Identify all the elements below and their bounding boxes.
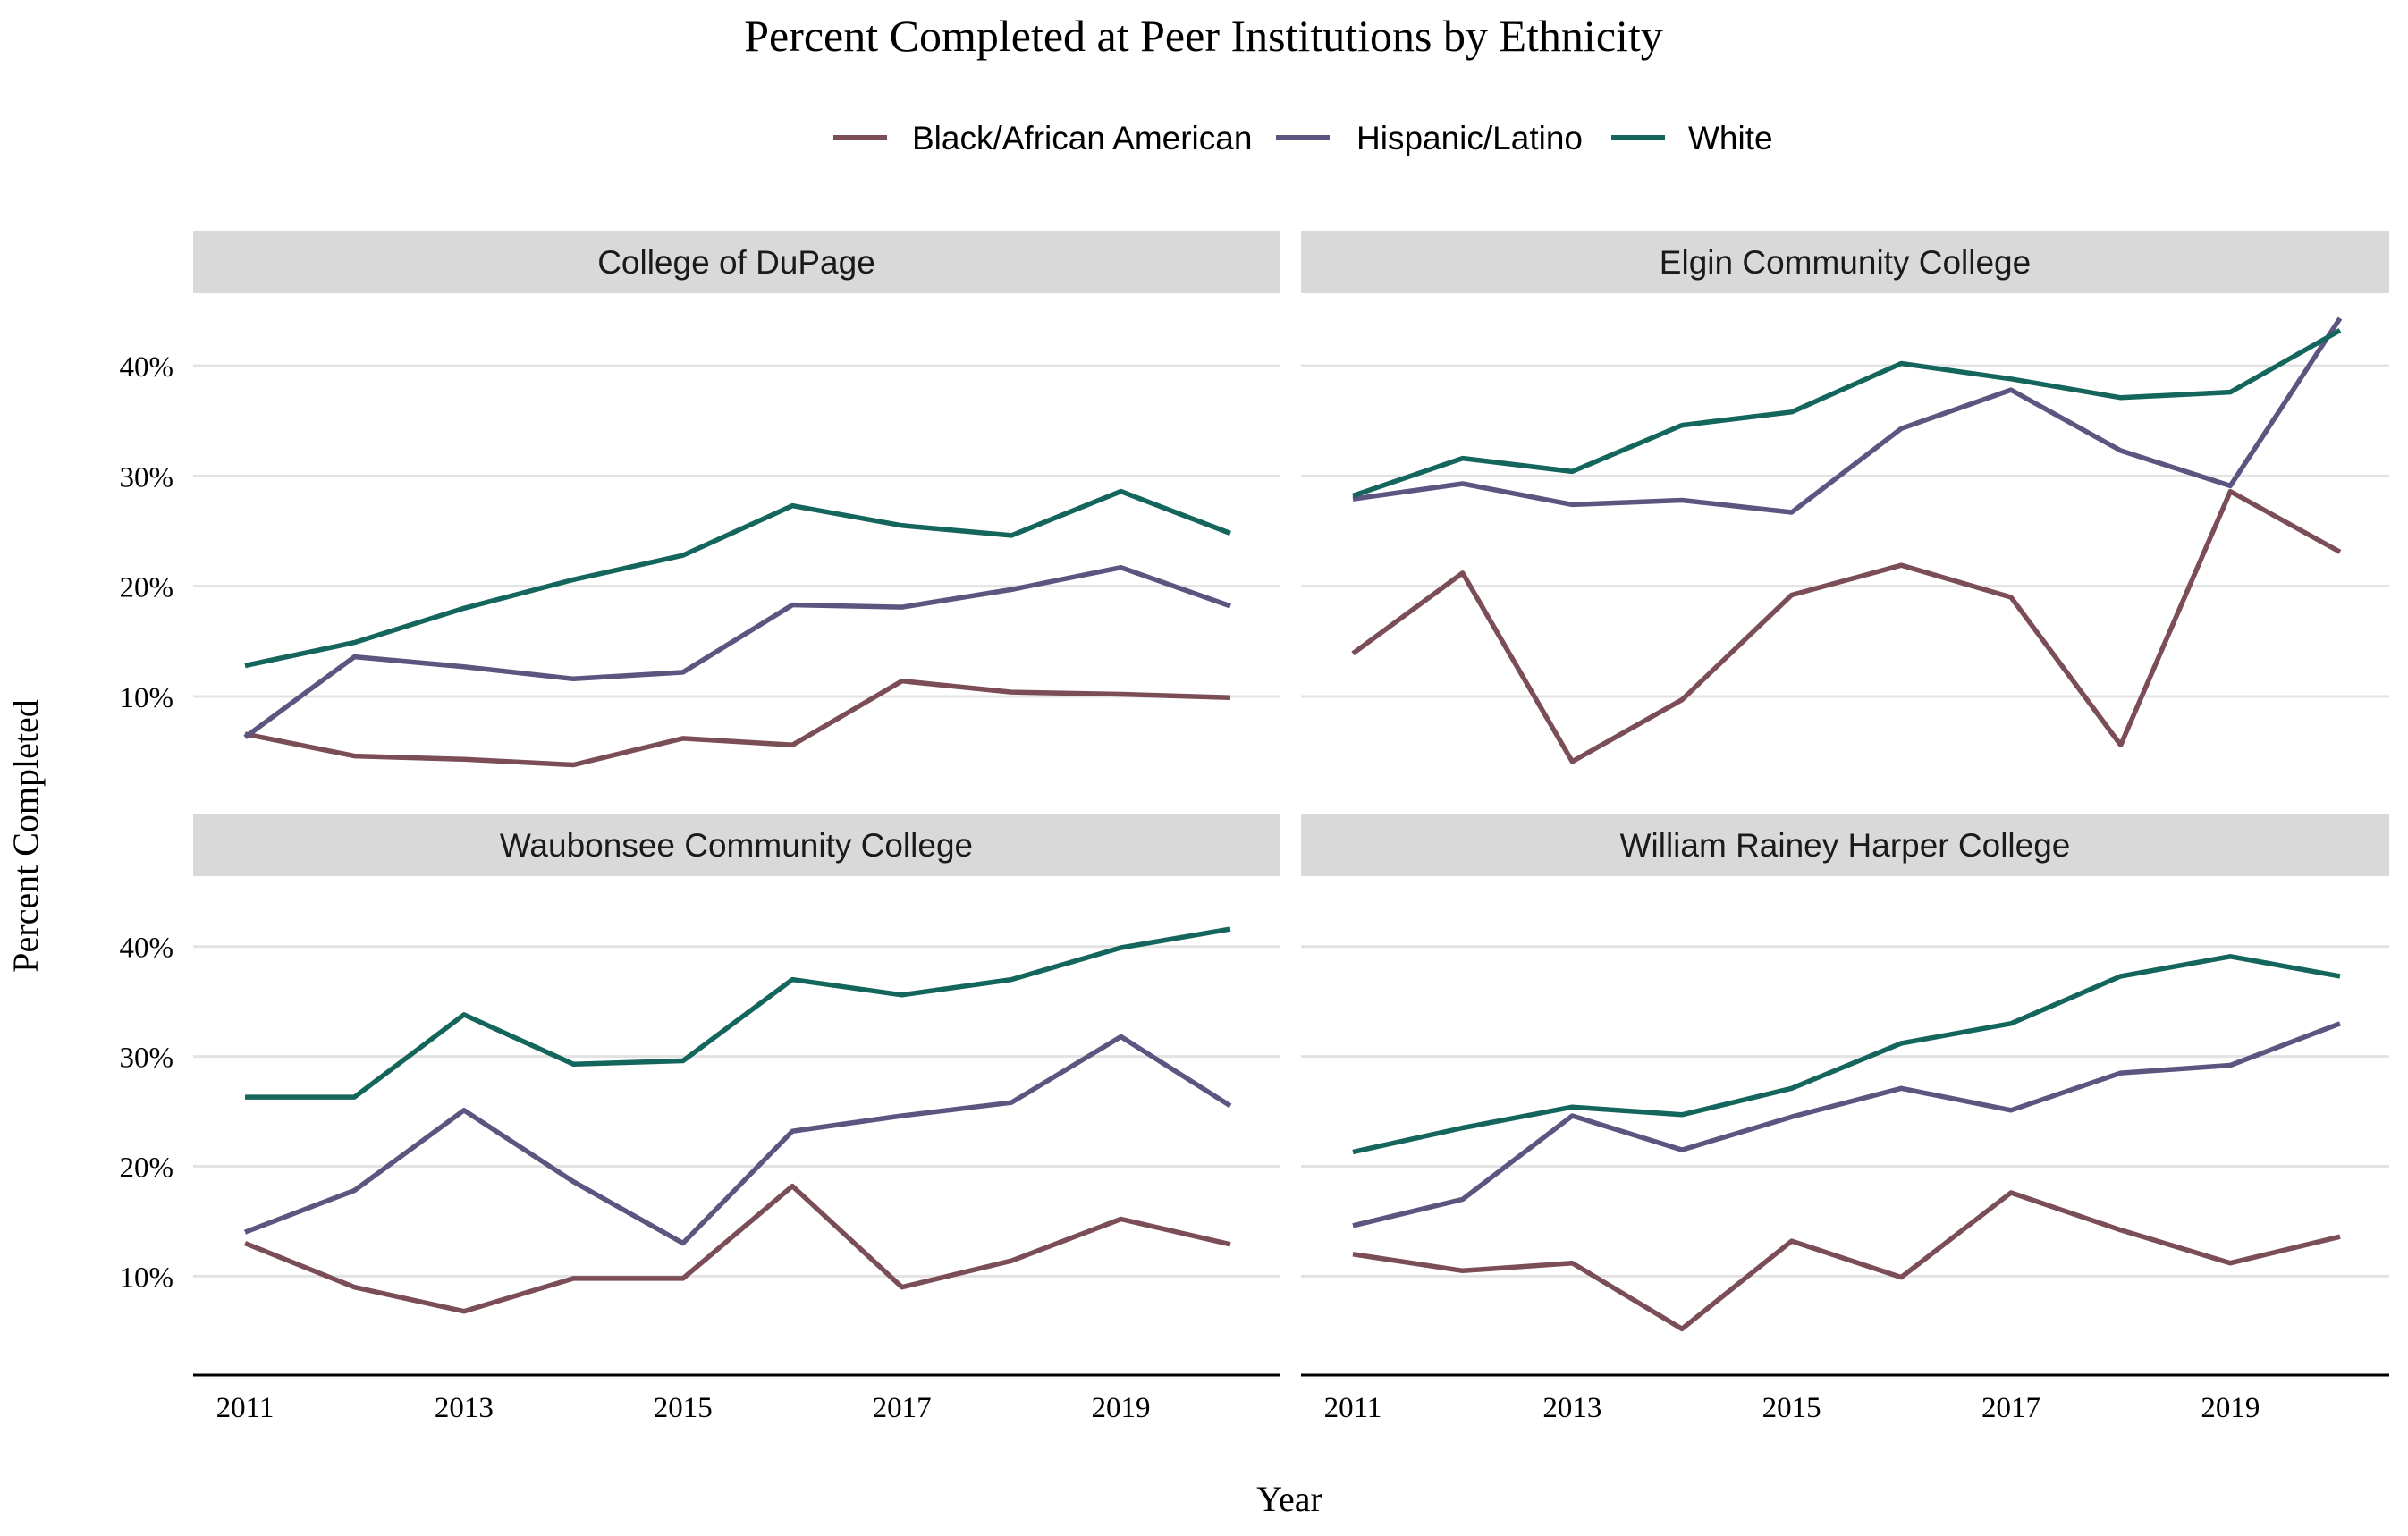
panel-title: College of DuPage [597, 244, 875, 281]
x-tick-label: 2011 [1324, 1392, 1382, 1424]
x-tick-label: 2015 [1762, 1392, 1821, 1424]
series-line-black-african-american [244, 678, 1231, 768]
facet-panels: College of DuPage 10% 20% 30% 40% Elgin Commu… [120, 231, 2389, 1424]
panel-elgin-community-college: Elgin Community College [1301, 231, 2389, 764]
series-line-white [1352, 954, 2341, 1155]
series-line-white [1352, 328, 2342, 499]
series-line-hispanic-latino [243, 564, 1231, 739]
y-tick-label: 20% [120, 1152, 174, 1185]
series-line-hispanic-latino [1352, 1021, 2341, 1228]
panel-title: William Rainey Harper College [1620, 827, 2071, 864]
series-line-white [244, 488, 1231, 669]
y-tick-label: 20% [120, 572, 174, 604]
panel-college-of-dupage: College of DuPage 10% 20% 30% 40% [120, 231, 1280, 768]
y-tick-label: 40% [120, 351, 174, 384]
x-tick-label: 2017 [1981, 1392, 2040, 1424]
series-line-hispanic-latino [1352, 316, 2343, 515]
panel-strip [1301, 231, 2389, 293]
x-axis-label: Year [1256, 1479, 1322, 1519]
panel-strip [193, 814, 1280, 876]
y-axis-label: Percent Completed [5, 699, 46, 972]
series-line-hispanic-latino [244, 1034, 1232, 1246]
y-tick-label: 10% [120, 682, 174, 714]
legend-label-white: White [1688, 120, 1773, 156]
y-tick-label: 40% [120, 933, 174, 965]
x-tick-label: 2011 [216, 1392, 275, 1424]
legend: Black/African American Hispanic/Latino Whi… [833, 120, 1773, 156]
x-tick-label: 2019 [1092, 1392, 1151, 1424]
series-line-white [245, 926, 1231, 1100]
panel-strip [1301, 814, 2389, 876]
chart-title: Percent Completed at Peer Institutions b… [744, 11, 1663, 61]
series-line-black-african-american [1351, 488, 2342, 764]
panel-title: Waubonsee Community College [500, 827, 973, 864]
x-tick-label: 2013 [1542, 1392, 1601, 1424]
panel-william-rainey-harper-college: William Rainey Harper College 2011 2013 201… [1301, 814, 2389, 1424]
series-line-black-african-american [243, 1183, 1231, 1314]
x-tick-label: 2015 [654, 1392, 713, 1424]
x-tick-label: 2019 [2201, 1392, 2260, 1424]
series-line-black-african-american [1352, 1190, 2341, 1332]
y-tick-label: 30% [120, 1042, 174, 1075]
legend-label-black-african-american: Black/African American [912, 120, 1252, 156]
panel-strip [193, 231, 1280, 293]
panel-waubonsee-community-college: Waubonsee Community College 10% 20% 30% 40% 2… [120, 814, 1280, 1424]
x-tick-label: 2017 [873, 1392, 932, 1424]
x-tick-label: 2013 [435, 1392, 494, 1424]
y-tick-label: 10% [120, 1262, 174, 1294]
panel-title: Elgin Community College [1660, 244, 2031, 281]
y-tick-label: 30% [120, 461, 174, 494]
legend-label-hispanic-latino: Hispanic/Latino [1356, 120, 1583, 156]
